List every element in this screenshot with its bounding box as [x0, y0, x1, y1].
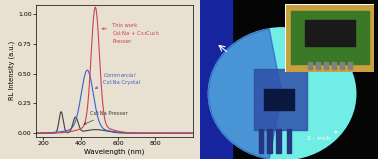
Bar — [276, 129, 280, 153]
Bar — [200, 0, 232, 159]
Bar — [308, 62, 313, 69]
Y-axis label: RL Intensity (a.u.): RL Intensity (a.u.) — [9, 41, 15, 100]
Bar — [305, 20, 355, 46]
Bar — [268, 129, 272, 153]
Text: 2 - inch: 2 - inch — [307, 131, 337, 141]
Bar — [332, 62, 336, 69]
FancyBboxPatch shape — [254, 69, 307, 130]
X-axis label: Wavelength (nm): Wavelength (nm) — [84, 149, 144, 155]
Bar — [259, 129, 263, 153]
Text: $\it{Commercial}$
CsI:Na Crystal: $\it{Commercial}$ CsI:Na Crystal — [95, 71, 140, 89]
Bar — [348, 62, 352, 69]
Bar — [340, 62, 344, 69]
Bar — [291, 11, 369, 64]
Wedge shape — [208, 29, 282, 159]
Text: CsI:Na Presser: CsI:Na Presser — [84, 111, 128, 124]
Text: This work
CsI:Na + Cs$_3$Cu$_2$I$_5$
Presser: This work CsI:Na + Cs$_3$Cu$_2$I$_5$ Pre… — [102, 23, 161, 44]
Bar — [316, 62, 321, 69]
Bar — [264, 89, 294, 110]
Bar — [287, 129, 291, 153]
Bar — [324, 62, 328, 69]
Circle shape — [208, 28, 356, 159]
